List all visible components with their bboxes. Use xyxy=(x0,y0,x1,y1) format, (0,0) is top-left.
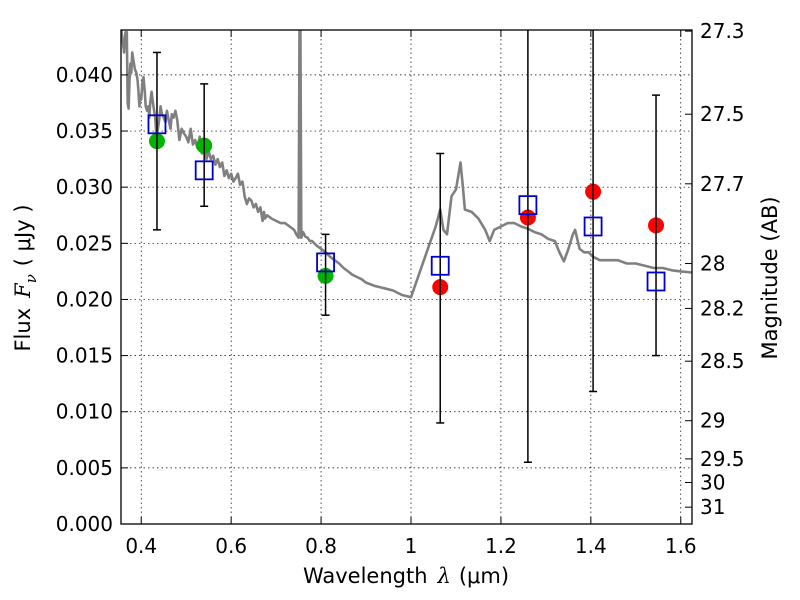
y-tick-label: 0.030 xyxy=(56,175,113,199)
model-flux-marker xyxy=(316,252,335,273)
y-tick-label: 0.005 xyxy=(56,456,113,480)
plot-area xyxy=(121,30,692,463)
errorbar xyxy=(436,152,445,424)
y-axis-label: FluxFν( μJy ) xyxy=(11,204,40,351)
model-flux-marker xyxy=(430,255,450,276)
errorbar xyxy=(652,94,661,357)
y-tick-label: 0.020 xyxy=(56,287,113,311)
y-tick-label: 0.000 xyxy=(56,512,113,536)
plot-frame xyxy=(120,29,693,525)
x-tick-label: 1.6 xyxy=(665,534,697,558)
spectrum-line xyxy=(121,30,692,299)
x-tick-label: 1 xyxy=(405,534,418,558)
ticks: 0.4 0.6 0.8 1 1.2 1.4 1.6 0.000 0.005 0.010 0.015 0… xyxy=(56,19,745,558)
y2-tick-label: 27.3 xyxy=(700,19,745,43)
x-tick-label: 0.4 xyxy=(125,534,157,558)
y2-tick-label: 27.7 xyxy=(700,172,745,196)
y2-tick-label: 28 xyxy=(700,252,725,276)
model-flux-marker xyxy=(147,114,167,135)
x-tick-label: 1.4 xyxy=(575,534,607,558)
errorbar xyxy=(589,30,598,393)
x-axis-label: Wavelength λ (μm) xyxy=(303,564,509,588)
errorbar xyxy=(523,30,532,463)
y2-tick-label: 30 xyxy=(700,470,725,494)
model-flux-marker xyxy=(194,160,214,181)
y-tick-label: 0.040 xyxy=(56,63,113,87)
y-tick-label: 0.010 xyxy=(56,400,113,424)
y2-tick-label: 31 xyxy=(700,495,725,519)
y2-tick-label: 28.2 xyxy=(700,296,745,320)
model-flux-marker xyxy=(518,195,538,216)
y-tick-label: 0.025 xyxy=(56,231,113,255)
y2-tick-label: 29.5 xyxy=(700,447,745,471)
model-flux-marker xyxy=(646,271,666,292)
y-tick-label: 0.035 xyxy=(56,119,113,143)
y2-axis-label: Magnitude (AB) xyxy=(758,196,782,359)
y2-tick-label: 27.5 xyxy=(700,102,745,126)
x-tick-label: 0.8 xyxy=(305,534,337,558)
model-flux-marker xyxy=(583,216,603,237)
y2-tick-label: 29 xyxy=(700,409,725,433)
y-tick-label: 0.015 xyxy=(56,344,113,368)
errorbar xyxy=(321,233,330,316)
y2-tick-label: 28.5 xyxy=(700,349,745,373)
errorbar xyxy=(152,51,161,231)
errorbar xyxy=(200,83,209,208)
x-tick-label: 1.2 xyxy=(485,534,517,558)
x-tick-label: 0.6 xyxy=(215,534,247,558)
